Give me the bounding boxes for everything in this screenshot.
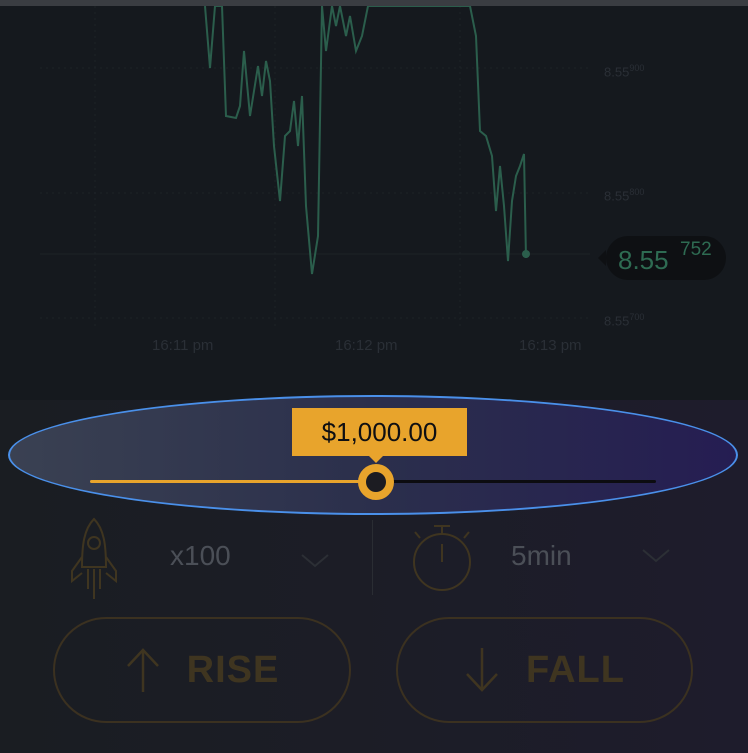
price-label-middle: 8.55800 bbox=[604, 187, 645, 204]
rise-button[interactable]: RISE bbox=[53, 617, 351, 723]
rise-button-label: RISE bbox=[186, 648, 280, 691]
price-line bbox=[204, 6, 527, 275]
price-label-lower: 8.55700 bbox=[604, 312, 645, 329]
time-label-2: 16:12 pm bbox=[335, 337, 398, 354]
amount-slider-thumb[interactable] bbox=[358, 464, 394, 500]
multiplier-value: x100 bbox=[170, 540, 231, 571]
time-label-1: 16:11 pm bbox=[152, 337, 214, 354]
amount-slider-track-filled[interactable] bbox=[90, 480, 376, 483]
duration-selector[interactable]: 5min bbox=[395, 515, 715, 600]
price-chart[interactable]: 8.55900 8.55800 8.55700 8.55 752 16:11 p… bbox=[0, 6, 748, 400]
current-price-pointer bbox=[598, 250, 606, 266]
arrow-up-icon bbox=[126, 648, 159, 692]
arrow-down-icon bbox=[466, 648, 498, 692]
top-bar bbox=[0, 0, 748, 6]
price-label-upper: 8.55900 bbox=[604, 63, 645, 80]
current-price-sup: 752 bbox=[680, 239, 712, 260]
amount-value-tooltip: $1,000.00 bbox=[292, 408, 467, 456]
chevron-down-icon bbox=[301, 554, 329, 568]
current-price-dot bbox=[522, 250, 530, 258]
stopwatch-icon bbox=[413, 525, 471, 591]
chart-grid bbox=[40, 6, 590, 326]
current-price-base: 8.55 bbox=[618, 245, 669, 275]
options-divider bbox=[372, 520, 373, 595]
time-label-3: 16:13 pm bbox=[519, 337, 582, 354]
current-price-badge: 8.55 752 bbox=[598, 236, 726, 280]
fall-button[interactable]: FALL bbox=[396, 617, 693, 723]
amount-slider-track-empty[interactable] bbox=[376, 480, 656, 483]
amount-tooltip-pointer bbox=[368, 455, 384, 463]
price-chart-svg bbox=[40, 6, 590, 326]
rocket-icon bbox=[71, 517, 117, 599]
multiplier-selector[interactable]: x100 bbox=[40, 515, 360, 600]
duration-value: 5min bbox=[511, 540, 572, 571]
chevron-down-icon bbox=[642, 549, 670, 563]
fall-button-label: FALL bbox=[526, 648, 625, 691]
